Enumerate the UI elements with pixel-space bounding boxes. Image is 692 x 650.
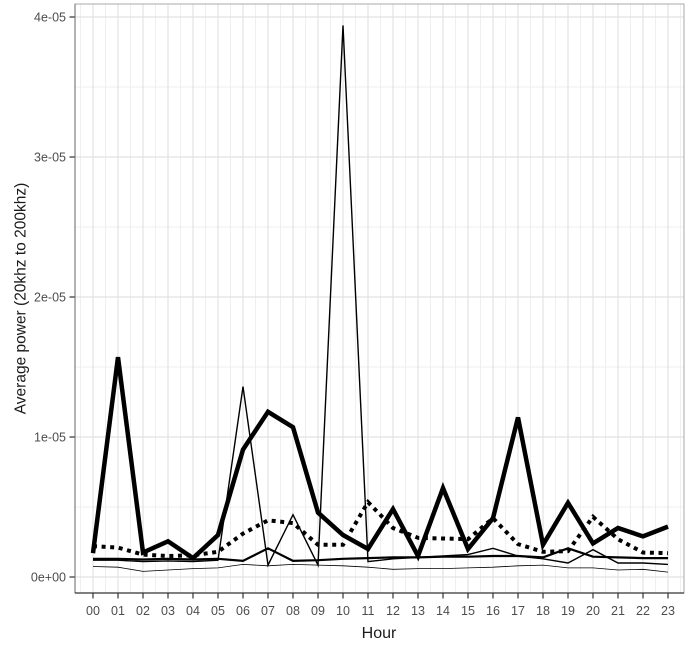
y-tick-label: 2e-05 <box>34 291 66 305</box>
x-tick-label: 08 <box>286 604 300 618</box>
x-tick-label: 18 <box>536 604 550 618</box>
y-tick-label: 3e-05 <box>34 151 66 165</box>
y-tick-label: 0e+00 <box>31 571 66 585</box>
x-tick-label: 12 <box>386 604 400 618</box>
hairline-solid-line <box>92 563 669 573</box>
y-tick-label: 1e-05 <box>34 431 66 445</box>
x-tick-label: 23 <box>661 604 675 618</box>
x-tick-label: 21 <box>611 604 625 618</box>
x-tick-label: 05 <box>211 604 225 618</box>
y-axis-title: Average power (20khz to 200khz) <box>13 183 30 415</box>
tick-marks <box>69 16 669 599</box>
y-tick-label: 4e-05 <box>34 11 66 25</box>
thin-solid-line <box>93 25 669 568</box>
panel-border <box>74 3 685 594</box>
y-tick-labels: 0e+00 1e-05 2e-05 3e-05 4e-05 <box>31 11 66 585</box>
x-tick-label: 20 <box>586 604 600 618</box>
x-tick-label: 09 <box>311 604 325 618</box>
gridlines <box>75 4 684 593</box>
dotted-line <box>92 498 669 559</box>
x-tick-label: 11 <box>362 604 375 618</box>
x-tick-label: 17 <box>511 604 525 618</box>
x-axis-title: Hour <box>362 625 397 642</box>
x-tick-labels: 00 01 02 03 04 05 06 07 08 09 10 11 12 13 14 15 16 17 18 19… <box>86 604 675 618</box>
x-tick-label: 13 <box>411 604 425 618</box>
series-lines <box>90 25 669 573</box>
x-tick-label: 01 <box>111 604 125 618</box>
x-tick-label: 19 <box>561 604 575 618</box>
x-tick-label: 10 <box>336 604 350 618</box>
x-tick-label: 14 <box>436 604 450 618</box>
x-tick-label: 06 <box>236 604 250 618</box>
x-tick-label: 16 <box>486 604 500 618</box>
x-tick-label: 04 <box>186 604 200 618</box>
x-tick-label: 22 <box>636 604 650 618</box>
x-tick-label: 15 <box>461 604 475 618</box>
x-tick-label: 02 <box>136 604 150 618</box>
medium-solid-line <box>93 547 668 563</box>
x-tick-label: 03 <box>161 604 175 618</box>
x-tick-label: 07 <box>261 604 275 618</box>
x-tick-label: 00 <box>86 604 100 618</box>
